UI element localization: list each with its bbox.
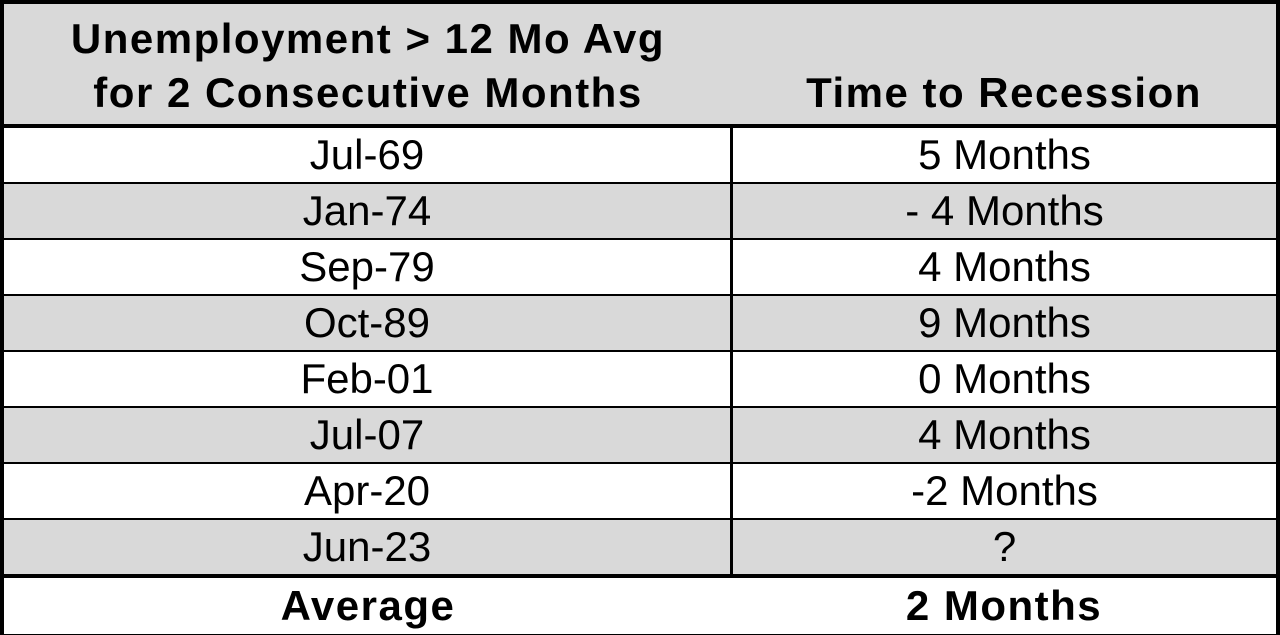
- time-cell: 4 Months: [918, 411, 1091, 458]
- average-label: Average: [280, 582, 456, 629]
- date-cell: Apr-20: [4, 464, 733, 518]
- table-row: Jun-23 ?: [4, 520, 1276, 578]
- table-row: Jul-07 4 Months: [4, 408, 1276, 464]
- table-row: Feb-01 0 Months: [4, 352, 1276, 408]
- table-header: Unemployment > 12 Mo Avg for 2 Consecuti…: [4, 4, 1276, 128]
- time-cell: -2 Months: [911, 467, 1098, 514]
- date-cell: Sep-79: [4, 240, 733, 294]
- date-cell: Jun-23: [4, 520, 733, 574]
- date-cell: Oct-89: [4, 296, 733, 350]
- table-row: Jan-74 - 4 Months: [4, 184, 1276, 240]
- time-cell: 4 Months: [918, 243, 1091, 290]
- time-cell: ?: [992, 523, 1017, 570]
- date-cell: Feb-01: [4, 352, 733, 406]
- table-row: Jul-69 5 Months: [4, 128, 1276, 184]
- table-row: Sep-79 4 Months: [4, 240, 1276, 296]
- header-left-text: Unemployment > 12 Mo Avg for 2 Consecuti…: [4, 12, 732, 120]
- date-cell: Jul-07: [4, 408, 733, 462]
- time-cell: 0 Months: [918, 355, 1091, 402]
- header-left-line1: Unemployment > 12 Mo Avg: [70, 15, 666, 62]
- table-body: Jul-69 5 Months Jan-74 - 4 Months Sep-79…: [4, 128, 1276, 578]
- table-row: Oct-89 9 Months: [4, 296, 1276, 352]
- date-cell: Jan-74: [4, 184, 733, 238]
- header-left-cell: Unemployment > 12 Mo Avg for 2 Consecuti…: [4, 4, 732, 124]
- header-right-text: Time to Recession: [806, 69, 1202, 116]
- table-row: Apr-20 -2 Months: [4, 464, 1276, 520]
- header-right-cell: Time to Recession: [732, 4, 1276, 124]
- time-cell: 9 Months: [918, 299, 1091, 346]
- average-value: 2 Months: [905, 582, 1103, 629]
- time-cell: 5 Months: [918, 131, 1091, 178]
- header-left-line2: for 2 Consecutive Months: [93, 69, 643, 116]
- table-footer: Average 2 Months: [4, 578, 1276, 634]
- date-cell: Jul-69: [4, 128, 733, 182]
- time-cell: - 4 Months: [905, 187, 1104, 234]
